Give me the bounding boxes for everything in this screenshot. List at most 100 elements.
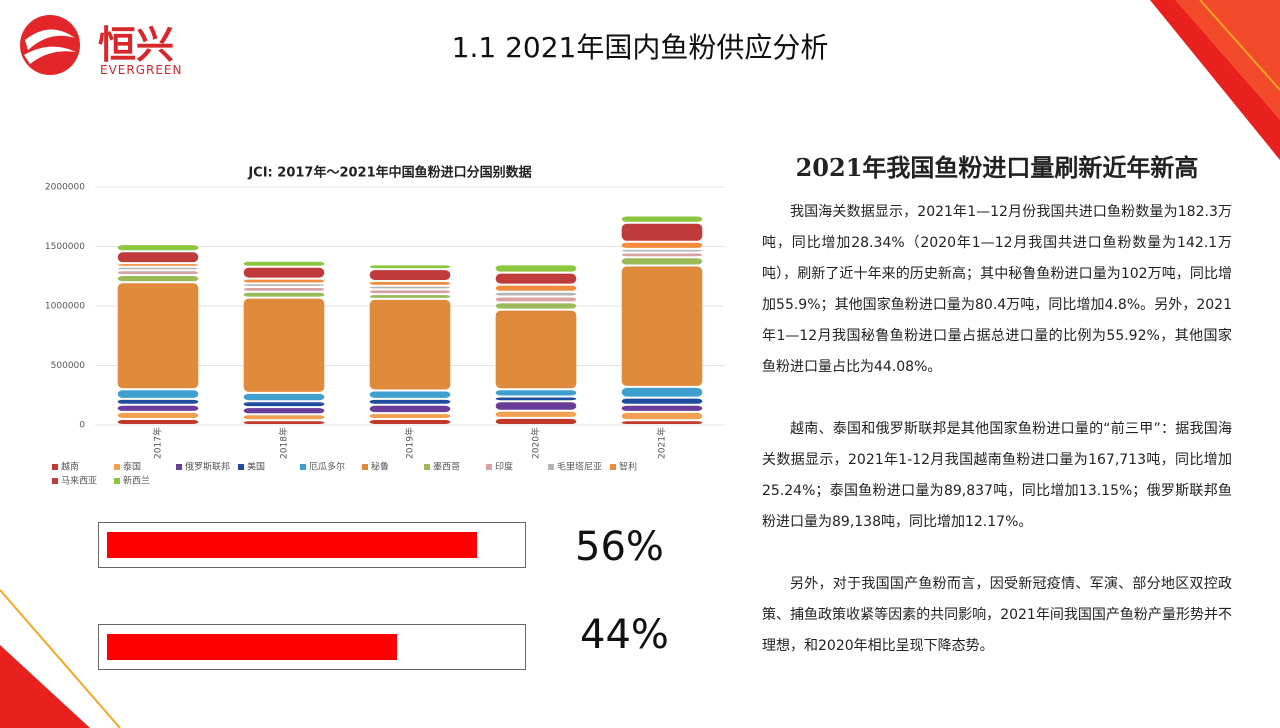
bar-segment bbox=[495, 273, 577, 284]
article: 2021年我国鱼粉进口量刷新近年新高 我国海关数据显示，2021年1—12月份我… bbox=[762, 148, 1232, 693]
bar-segment bbox=[369, 405, 451, 413]
bar-segment bbox=[243, 279, 325, 283]
bar-segment bbox=[369, 391, 451, 398]
legend-label: 毛里塔尼亚 bbox=[557, 461, 602, 473]
progress-box bbox=[98, 624, 526, 670]
legend-label: 泰国 bbox=[123, 461, 141, 473]
x-tick-label: 2017年 bbox=[152, 427, 164, 459]
paragraph: 我国海关数据显示，2021年1—12月份我国共进口鱼粉数量为182.3万吨，同比… bbox=[762, 204, 1232, 375]
bar-segment bbox=[495, 292, 577, 296]
bar-segment bbox=[369, 286, 451, 289]
legend-swatch bbox=[486, 464, 492, 470]
bar-segment bbox=[243, 421, 325, 424]
bar-segment bbox=[621, 216, 703, 222]
logo-swirl bbox=[24, 29, 76, 64]
legend-label: 越南 bbox=[61, 461, 79, 473]
bar-segment bbox=[495, 390, 577, 396]
legend-label: 马来西亚 bbox=[61, 476, 97, 487]
paragraph: 另外，对于我国国产鱼粉而言，因受新冠疫情、军演、部分地区双控政策、捕鱼政策收紧等… bbox=[762, 576, 1232, 654]
legend-label: 秘鲁 bbox=[371, 461, 389, 473]
bar-segment bbox=[369, 295, 451, 298]
bar-segment bbox=[621, 253, 703, 257]
bar-segment bbox=[369, 282, 451, 285]
bar-segment bbox=[369, 265, 451, 269]
legend-label: 新西兰 bbox=[123, 475, 150, 487]
bar-segment bbox=[621, 421, 703, 424]
legend-label: 墨西哥 bbox=[433, 462, 460, 473]
bar-segment bbox=[369, 414, 451, 419]
legend-swatch bbox=[300, 464, 306, 470]
bar-segment bbox=[495, 265, 577, 272]
x-tick-label: 2021年 bbox=[656, 427, 668, 459]
paragraph: 越南、泰国和俄罗斯联邦是其他国家鱼粉进口量的“前三甲”：据我国海关数据显示，20… bbox=[762, 421, 1232, 530]
chart-title: JCI: 2017年～2021年中国鱼粉进口分国别数据 bbox=[247, 165, 531, 181]
corner-shape bbox=[1175, 0, 1280, 120]
legend-swatch bbox=[548, 464, 554, 470]
bar-segment bbox=[495, 397, 577, 401]
legend-label: 美国 bbox=[247, 461, 265, 473]
article-heading: 2021年我国鱼粉进口量刷新近年新高 bbox=[795, 153, 1199, 182]
legend-label: 厄瓜多尔 bbox=[309, 461, 345, 473]
logo-subtext: EVERGREEN bbox=[100, 63, 183, 77]
y-tick-label: 0 bbox=[79, 421, 85, 431]
bar-segment bbox=[243, 408, 325, 414]
bar-segment bbox=[117, 390, 199, 398]
bar-segment bbox=[117, 412, 199, 419]
bar-segment bbox=[117, 271, 199, 275]
bar-segment bbox=[117, 245, 199, 251]
bar-segment bbox=[243, 284, 325, 286]
y-tick-label: 500000 bbox=[51, 361, 86, 371]
bar-segment bbox=[243, 415, 325, 420]
legend-label: 印度 bbox=[495, 461, 513, 473]
legend-swatch bbox=[52, 478, 58, 484]
logo-text: 恒兴 bbox=[98, 23, 175, 67]
bar-segment bbox=[621, 266, 703, 386]
bar-segment bbox=[621, 258, 703, 265]
bar-segment bbox=[117, 283, 199, 389]
legend-swatch bbox=[176, 464, 182, 470]
legend-swatch bbox=[238, 464, 244, 470]
bar-segment bbox=[369, 270, 451, 281]
bar-segment bbox=[621, 387, 703, 397]
bar-segment bbox=[621, 249, 703, 252]
bar-segment bbox=[117, 420, 199, 424]
bar-segment bbox=[621, 398, 703, 404]
legend-swatch bbox=[114, 464, 120, 470]
bar-segment bbox=[243, 267, 325, 278]
corner-line bbox=[0, 589, 121, 728]
bar-segment bbox=[243, 298, 325, 392]
progress-label: 56% bbox=[575, 524, 664, 570]
slide-title: 1.1 2021年国内鱼粉供应分析 bbox=[451, 31, 829, 64]
progress-fill bbox=[107, 532, 477, 558]
bar-segment bbox=[369, 420, 451, 424]
bar-segment bbox=[117, 267, 199, 270]
bar-segment bbox=[495, 411, 577, 417]
legend-swatch bbox=[52, 464, 58, 470]
bar-segment bbox=[369, 290, 451, 294]
progress-fill bbox=[107, 634, 398, 660]
chart: JCI: 2017年～2021年中国鱼粉进口分国别数据 0 500000 10000… bbox=[45, 165, 725, 487]
progress-box bbox=[98, 522, 526, 568]
bar-segment bbox=[369, 399, 451, 404]
bar-segment bbox=[621, 223, 703, 241]
bar-segment bbox=[621, 405, 703, 411]
corner-line bbox=[1199, 0, 1280, 91]
legend-swatch bbox=[424, 464, 430, 470]
bar-segment bbox=[621, 412, 703, 420]
bar-segment bbox=[495, 285, 577, 291]
x-tick-label: 2019年 bbox=[404, 427, 416, 459]
legend-label: 俄罗斯联邦 bbox=[185, 461, 230, 473]
legend-swatch bbox=[362, 464, 368, 470]
bar-segment bbox=[117, 276, 199, 282]
bar-segment bbox=[495, 418, 577, 424]
corner-shape bbox=[0, 645, 90, 728]
legend-label: 智利 bbox=[619, 461, 637, 473]
bar-segment bbox=[243, 287, 325, 291]
bar-segment bbox=[243, 292, 325, 297]
bar-segment bbox=[495, 303, 577, 309]
legend-swatch bbox=[114, 478, 120, 484]
bar-segment bbox=[117, 252, 199, 263]
bar-segment bbox=[243, 402, 325, 407]
bar-segment bbox=[117, 399, 199, 404]
